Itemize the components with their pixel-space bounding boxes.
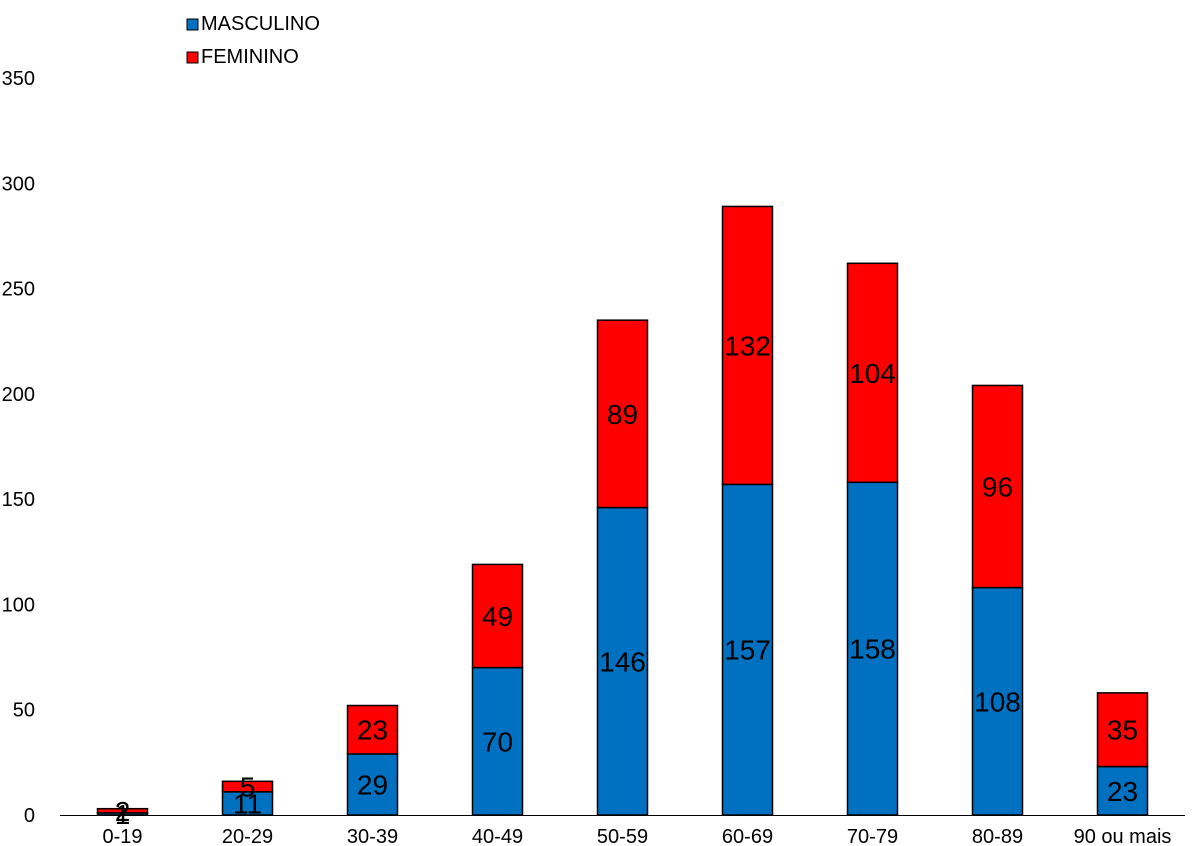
bar-masculino-6 — [846, 481, 899, 816]
y-tick-label: 0 — [24, 805, 35, 827]
data-label-feminino: 2 — [115, 796, 131, 827]
data-label-masculino: 11 — [233, 788, 262, 819]
data-label-feminino: 23 — [357, 715, 388, 746]
data-label-feminino: 35 — [1107, 715, 1138, 746]
data-label-feminino: 49 — [482, 601, 513, 632]
legend-swatch-feminino — [186, 51, 199, 64]
legend: MASCULINO FEMININO — [186, 13, 320, 68]
legend-label-masculino: MASCULINO — [201, 13, 320, 35]
data-label-masculino: 146 — [599, 646, 646, 677]
x-tick-label: 20-29 — [222, 826, 273, 846]
data-label-feminino: 5 — [240, 772, 256, 803]
bar-feminino-6 — [846, 262, 899, 484]
data-label-masculino: 1 — [115, 799, 131, 830]
y-tick-label: 250 — [2, 279, 35, 301]
x-tick-label: 80-89 — [972, 826, 1023, 846]
x-tick-label: 30-39 — [347, 826, 398, 846]
data-label-masculino: 108 — [974, 686, 1021, 717]
x-tick-label: 40-49 — [472, 826, 523, 846]
x-tick-label: 0-19 — [102, 826, 142, 846]
data-label-masculino: 70 — [482, 726, 513, 757]
data-label-feminino: 89 — [607, 399, 638, 430]
bar-feminino-1 — [221, 780, 274, 793]
x-tick-label: 60-69 — [722, 826, 773, 846]
bar-masculino-3 — [471, 666, 524, 816]
bar-masculino-8 — [1096, 765, 1149, 816]
x-axis: 0-19 20-29 30-39 40-49 50-59 60-69 70-79 80-89 9… — [60, 815, 1185, 846]
bar-feminino-3 — [471, 563, 524, 669]
data-label-feminino: 96 — [982, 472, 1013, 503]
y-tick-label: 300 — [2, 173, 35, 195]
legend-swatch-masculino — [186, 18, 199, 31]
y-axis: 0 50 100 150 200 250 300 350 — [2, 68, 35, 827]
data-label-masculino: 157 — [724, 635, 771, 666]
bar-feminino-5 — [721, 205, 774, 486]
y-tick-label: 150 — [2, 489, 35, 511]
bar-masculino-5 — [721, 483, 774, 816]
y-tick-label: 350 — [2, 68, 35, 90]
bar-feminino-8 — [1096, 692, 1149, 768]
data-label-feminino: 104 — [849, 358, 896, 389]
data-label-masculino: 23 — [1107, 776, 1138, 807]
data-label-feminino: 132 — [724, 330, 771, 361]
x-tick-label: 90 ou mais — [1074, 826, 1172, 846]
x-tick-label: 50-59 — [597, 826, 648, 846]
bars: 12 115 29 23 70 49 146 89 157 132 158 104 108 96 23 35 — [96, 205, 1149, 830]
bar-masculino-4 — [596, 506, 649, 816]
y-tick-label: 50 — [13, 700, 35, 722]
bar-feminino-7 — [971, 384, 1024, 589]
x-tick-label: 70-79 — [847, 826, 898, 846]
legend-label-feminino: FEMININO — [201, 46, 299, 68]
bar-feminino-4 — [596, 319, 649, 509]
bar-feminino-2 — [346, 704, 399, 755]
data-label-masculino: 158 — [849, 634, 896, 665]
y-tick-label: 100 — [2, 594, 35, 616]
y-tick-label: 200 — [2, 384, 35, 406]
bar-feminino-0 — [96, 807, 149, 814]
data-label-masculino: 29 — [357, 769, 388, 800]
